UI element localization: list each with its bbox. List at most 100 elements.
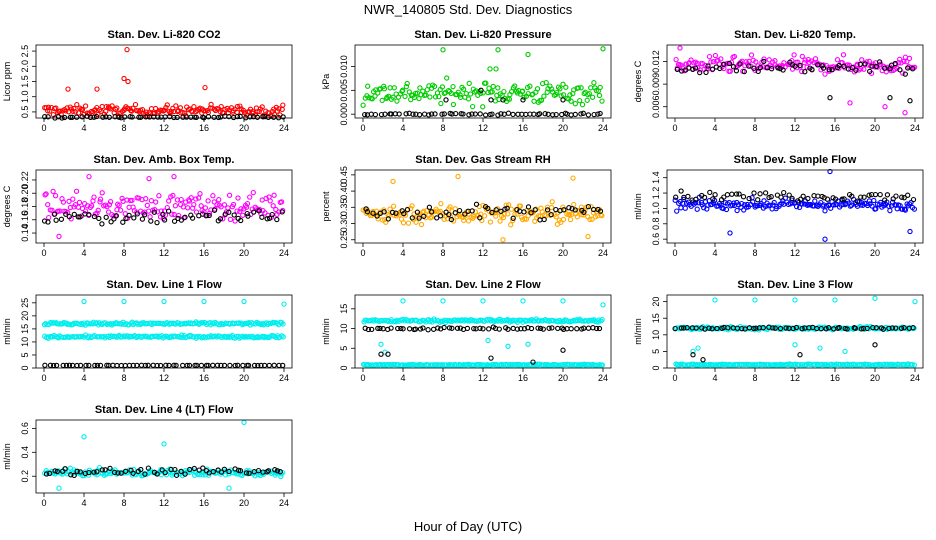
data-point xyxy=(905,65,911,71)
data-point xyxy=(198,203,204,209)
data-point xyxy=(842,348,848,355)
data-point xyxy=(724,192,731,198)
data-point xyxy=(99,467,105,473)
data-point xyxy=(132,101,139,108)
data-point xyxy=(588,85,594,91)
data-point xyxy=(93,320,99,327)
y-tick-label: 10 xyxy=(339,324,349,334)
data-point xyxy=(410,111,416,117)
data-point xyxy=(60,334,66,341)
data-point xyxy=(508,222,514,228)
data-point xyxy=(82,208,89,214)
data-point xyxy=(409,215,415,221)
data-point xyxy=(62,466,68,472)
data-point xyxy=(482,112,489,118)
data-point xyxy=(692,200,699,206)
panel-title: Stan. Dev. Line 1 Flow xyxy=(106,279,222,291)
data-point xyxy=(151,110,158,117)
data-point xyxy=(799,201,805,207)
data-point xyxy=(374,213,380,219)
data-point xyxy=(738,200,745,207)
data-point xyxy=(72,109,78,115)
y-tick-label: 1.4 xyxy=(651,171,661,184)
y-axis-label: degrees C xyxy=(2,185,12,227)
data-point xyxy=(234,113,241,120)
data-point xyxy=(820,65,827,71)
data-point xyxy=(757,191,763,197)
data-point xyxy=(235,195,241,201)
data-point xyxy=(473,201,480,207)
data-point xyxy=(579,101,586,108)
data-point xyxy=(902,207,909,213)
data-point xyxy=(740,194,747,200)
data-point xyxy=(210,469,216,475)
data-point xyxy=(145,465,152,471)
data-point xyxy=(51,320,57,326)
data-point xyxy=(574,326,580,332)
data-point xyxy=(734,207,740,214)
data-point xyxy=(46,214,52,221)
data-point xyxy=(762,190,769,196)
y-tick-label: 0.005 xyxy=(339,79,349,102)
data-point xyxy=(42,192,48,198)
data-point xyxy=(748,52,755,58)
panel-title: Stan. Dev. Gas Stream RH xyxy=(415,154,551,166)
data-point xyxy=(542,111,548,117)
data-point xyxy=(471,325,477,332)
data-point xyxy=(884,361,890,367)
y-tick-label: 20 xyxy=(20,311,30,321)
data-point xyxy=(768,66,775,72)
x-tick-label: 12 xyxy=(790,373,800,383)
y-tick-label: 1.5 xyxy=(20,75,30,88)
data-point xyxy=(215,114,222,121)
data-point xyxy=(563,84,569,90)
data-point xyxy=(360,102,366,108)
data-point xyxy=(532,207,538,213)
data-point xyxy=(695,200,702,206)
data-point xyxy=(66,213,72,220)
data-point xyxy=(91,114,97,120)
figure-title: NWR_140805 Std. Dev. Diagnostics xyxy=(364,2,573,17)
data-point xyxy=(841,196,847,202)
data-point xyxy=(837,361,844,368)
data-point xyxy=(280,362,286,369)
data-point xyxy=(720,205,726,212)
data-point xyxy=(218,469,225,475)
x-tick-label: 20 xyxy=(870,373,880,383)
data-point xyxy=(568,98,574,104)
data-point xyxy=(822,236,828,242)
data-point xyxy=(770,325,776,331)
data-point xyxy=(362,325,368,331)
data-point xyxy=(902,71,908,77)
data-point xyxy=(99,221,105,227)
data-point xyxy=(379,97,385,104)
data-point xyxy=(751,325,757,332)
data-point xyxy=(580,110,586,116)
y-tick-label: 10 xyxy=(20,337,30,347)
x-tick-label: 8 xyxy=(440,373,445,383)
data-point xyxy=(822,71,828,77)
series-primary xyxy=(672,168,918,242)
data-point xyxy=(402,93,408,100)
data-point xyxy=(109,103,115,109)
y-tick-label: 15 xyxy=(20,324,30,334)
y-axis: 0.6 0.8 1.0 1.2 1.4 xyxy=(651,171,667,245)
x-tick-label: 20 xyxy=(870,123,880,133)
x-axis: 0 4 8 12 16 20 24 xyxy=(41,493,289,508)
data-point xyxy=(42,362,48,368)
data-point xyxy=(673,194,679,200)
data-point xyxy=(505,343,511,349)
data-point xyxy=(381,86,388,92)
data-point xyxy=(682,362,688,368)
data-point xyxy=(460,111,466,117)
data-point xyxy=(138,114,144,120)
data-point xyxy=(673,56,679,63)
series-secondary xyxy=(363,201,604,223)
data-points xyxy=(360,173,605,243)
data-points xyxy=(672,168,918,242)
data-point xyxy=(163,362,169,368)
data-point xyxy=(114,207,120,213)
data-point xyxy=(66,362,73,368)
data-point xyxy=(478,90,484,97)
data-point xyxy=(202,205,209,211)
